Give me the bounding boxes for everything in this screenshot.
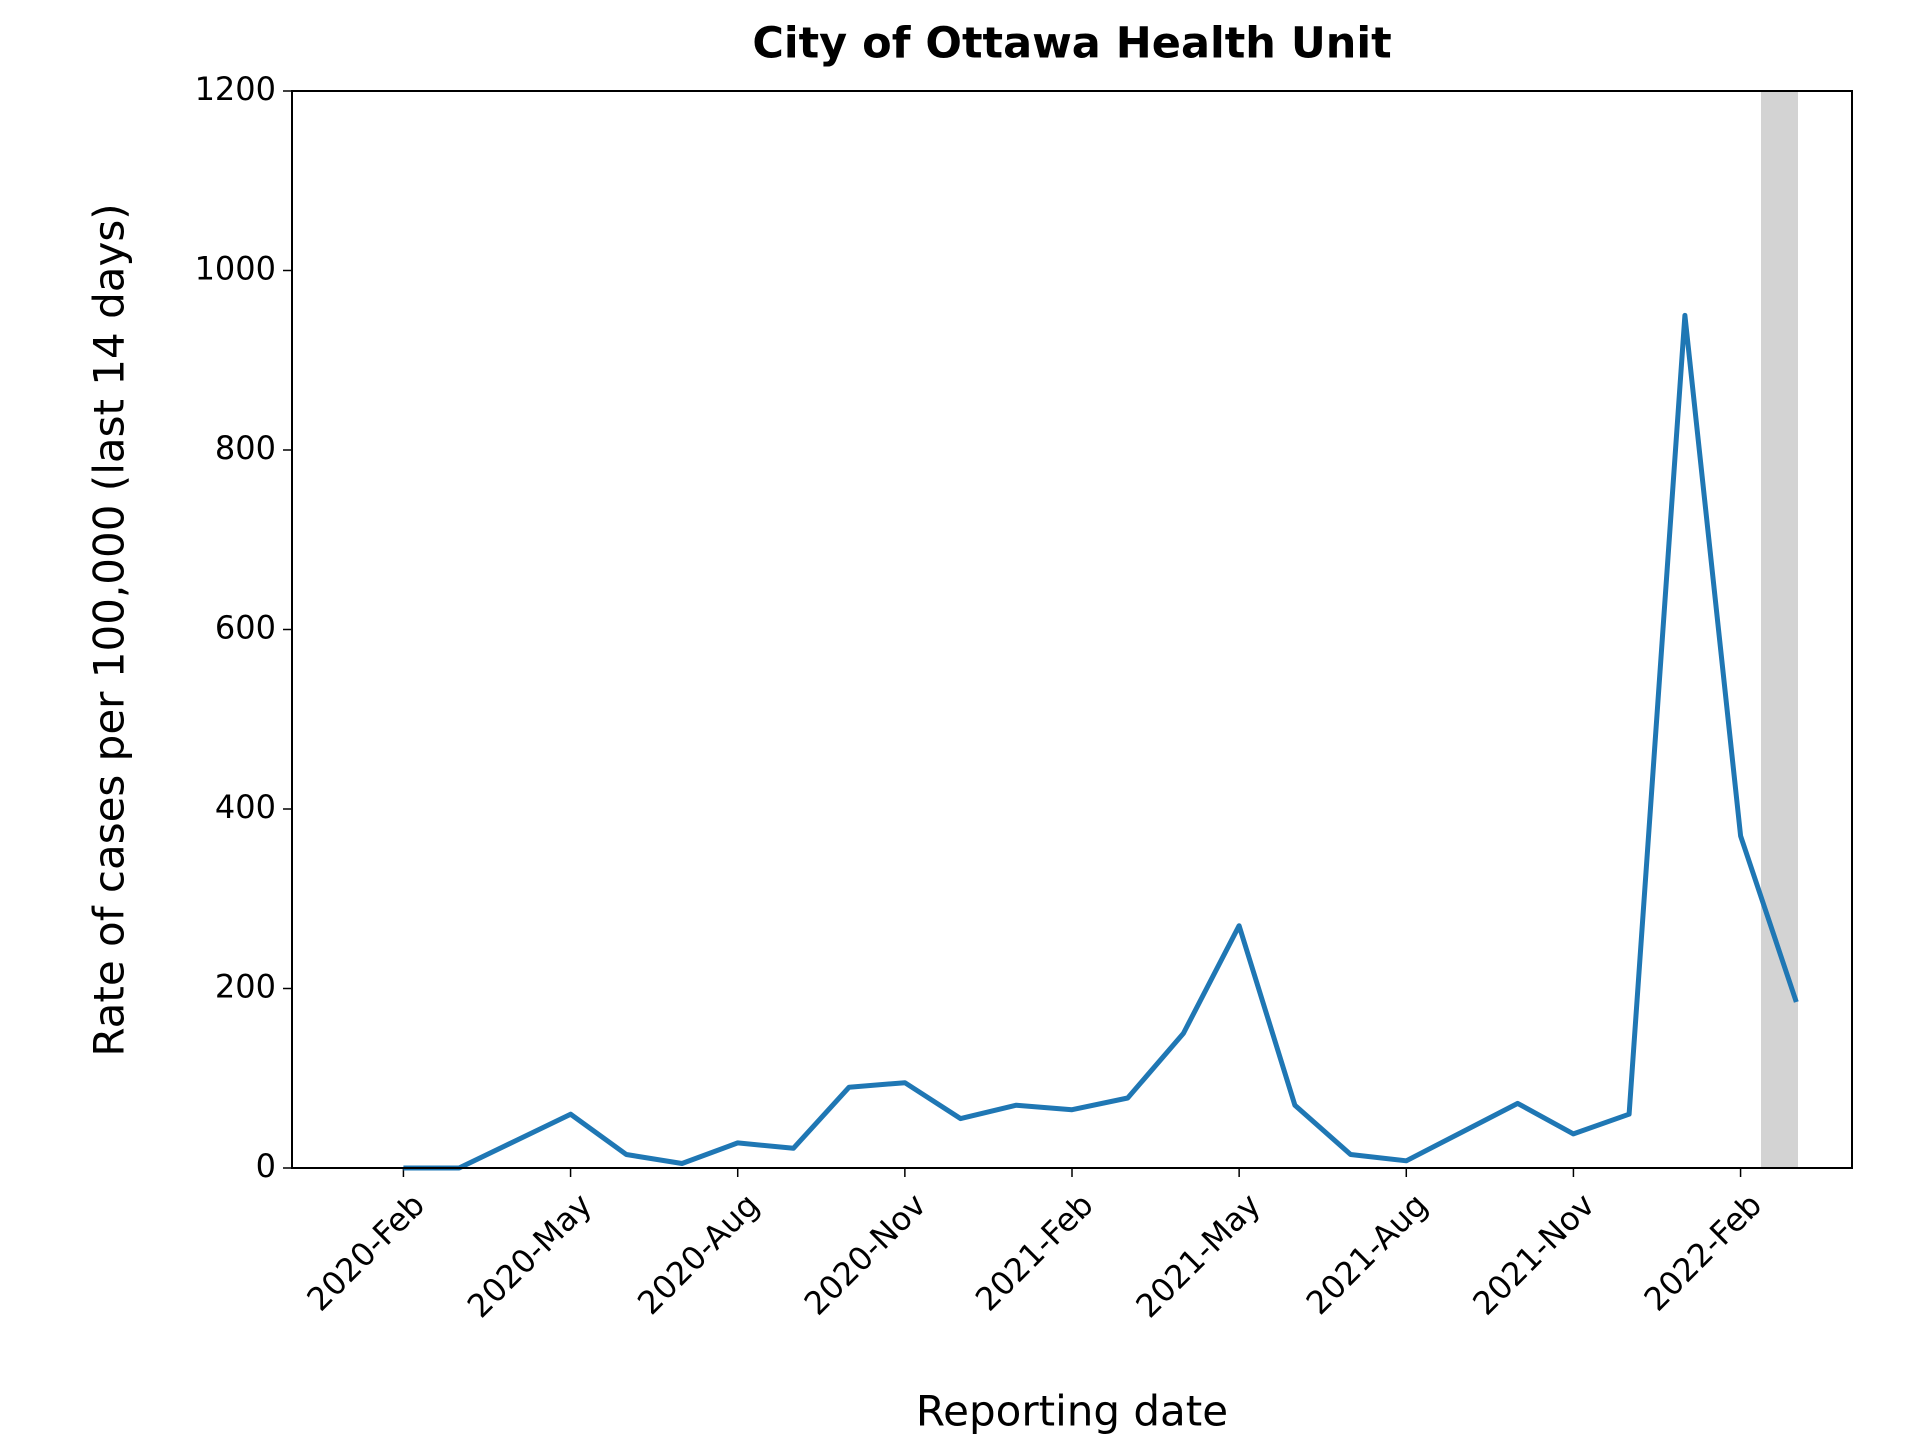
x-tick-label: 2022-Feb bbox=[1637, 1186, 1770, 1319]
x-tick-label: 2021-Nov bbox=[1465, 1186, 1602, 1323]
y-tick-label: 600 bbox=[215, 609, 276, 647]
x-tick-label: 2021-Feb bbox=[968, 1186, 1101, 1319]
y-tick-label: 200 bbox=[215, 968, 276, 1006]
y-tick-label: 0 bbox=[256, 1147, 276, 1185]
line bbox=[403, 312, 1799, 1171]
x-axis-label: Reporting date bbox=[916, 1387, 1228, 1436]
y-tick-label: 1200 bbox=[195, 70, 276, 108]
x-tick-label: 2021-Aug bbox=[1299, 1186, 1435, 1322]
y-tick-label: 400 bbox=[215, 788, 276, 826]
y-tick-label: 1000 bbox=[195, 250, 276, 288]
chart-title: City of Ottawa Health Unit bbox=[752, 19, 1391, 69]
x-tick-label: 2020-Aug bbox=[630, 1186, 766, 1322]
x-tick-label: 2020-May bbox=[460, 1186, 599, 1325]
y-axis-label: Rate of cases per 100,000 (last 14 days) bbox=[85, 203, 134, 1056]
shaded-region bbox=[1761, 91, 1798, 1168]
x-tick-label: 2020-Feb bbox=[299, 1186, 432, 1319]
x-tick-label: 2020-Nov bbox=[797, 1186, 934, 1323]
y-tick-label: 800 bbox=[215, 429, 276, 467]
x-tick-label: 2021-May bbox=[1128, 1186, 1267, 1325]
plot-frame bbox=[291, 90, 1853, 1169]
